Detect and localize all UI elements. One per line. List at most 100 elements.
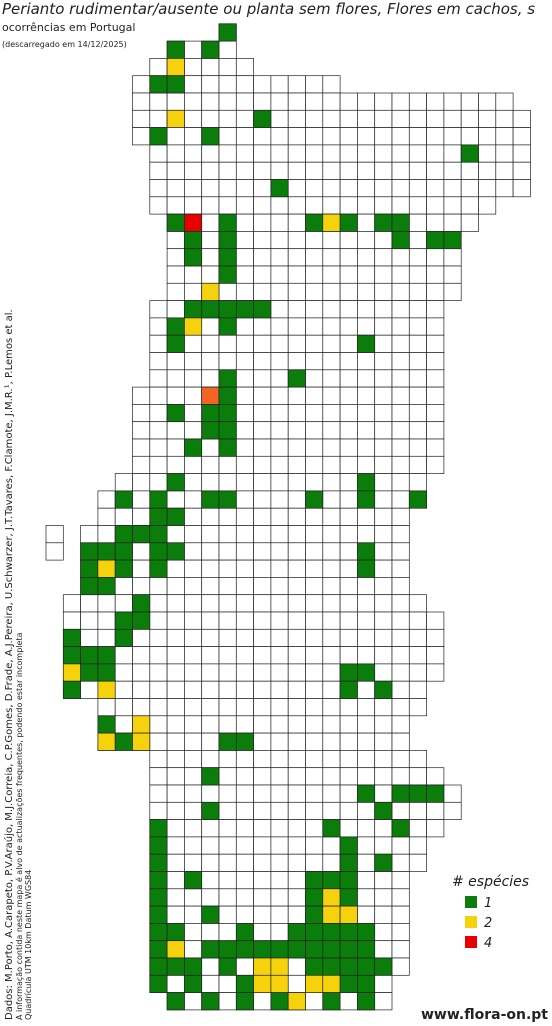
grid-cell bbox=[149, 750, 168, 769]
occurrence-cell bbox=[166, 923, 185, 942]
grid-cell bbox=[357, 369, 376, 388]
grid-cell bbox=[408, 317, 427, 336]
grid-cell bbox=[305, 680, 324, 699]
grid-cell bbox=[374, 836, 393, 855]
occurrence-cell bbox=[184, 871, 203, 890]
grid-cell bbox=[253, 490, 272, 509]
grid-cell bbox=[218, 525, 237, 544]
grid-cell bbox=[408, 179, 427, 198]
grid-cell bbox=[201, 507, 220, 526]
grid-cell bbox=[426, 767, 445, 786]
grid-cell bbox=[408, 750, 427, 769]
grid-cell bbox=[391, 144, 410, 163]
grid-cell bbox=[270, 750, 289, 769]
grid-cell bbox=[374, 92, 393, 111]
grid-cell bbox=[478, 127, 497, 146]
site-link[interactable]: www.flora-on.pt bbox=[421, 1007, 548, 1023]
grid-cell bbox=[235, 507, 254, 526]
occurrence-cell bbox=[62, 680, 81, 699]
occurrence-cell bbox=[305, 923, 324, 942]
grid-cell bbox=[184, 161, 203, 180]
occurrence-cell bbox=[339, 888, 358, 907]
grid-cell bbox=[184, 421, 203, 440]
grid-cell bbox=[166, 231, 185, 250]
grid-cell bbox=[201, 646, 220, 665]
grid-cell bbox=[201, 611, 220, 630]
grid-cell bbox=[253, 888, 272, 907]
grid-cell bbox=[391, 438, 410, 457]
occurrence-cell bbox=[80, 559, 99, 578]
grid-cell bbox=[287, 732, 306, 751]
occurrence-cell bbox=[322, 974, 341, 993]
occurrence-cell bbox=[201, 490, 220, 509]
grid-cell bbox=[408, 819, 427, 838]
grid-cell bbox=[184, 58, 203, 77]
grid-cell bbox=[374, 317, 393, 336]
grid-cell bbox=[408, 421, 427, 440]
grid-cell bbox=[149, 144, 168, 163]
grid-cell bbox=[253, 455, 272, 474]
grid-cell bbox=[357, 750, 376, 769]
grid-cell bbox=[478, 161, 497, 180]
grid-cell bbox=[184, 801, 203, 820]
grid-cell bbox=[201, 231, 220, 250]
occurrence-cell bbox=[408, 490, 427, 509]
grid-cell bbox=[149, 473, 168, 492]
grid-cell bbox=[374, 455, 393, 474]
grid-cell bbox=[166, 282, 185, 301]
grid-cell bbox=[339, 404, 358, 423]
grid-cell bbox=[357, 179, 376, 198]
grid-cell bbox=[218, 853, 237, 872]
occurrence-cell bbox=[218, 213, 237, 232]
occurrence-cell bbox=[322, 940, 341, 959]
grid-cell bbox=[166, 525, 185, 544]
grid-cell bbox=[270, 594, 289, 613]
grid-cell bbox=[270, 473, 289, 492]
occurrence-cell bbox=[408, 784, 427, 803]
grid-cell bbox=[322, 404, 341, 423]
occurrence-cell bbox=[218, 490, 237, 509]
occurrence-cell bbox=[235, 974, 254, 993]
grid-cell bbox=[391, 905, 410, 924]
grid-cell bbox=[270, 680, 289, 699]
grid-cell bbox=[253, 923, 272, 942]
grid-cell bbox=[114, 698, 133, 717]
grid-cell bbox=[184, 404, 203, 423]
grid-cell bbox=[184, 923, 203, 942]
grid-cell bbox=[97, 490, 116, 509]
grid-cell bbox=[253, 559, 272, 578]
occurrence-cell bbox=[460, 144, 479, 163]
grid-cell bbox=[201, 542, 220, 561]
grid-cell bbox=[305, 144, 324, 163]
grid-cell bbox=[357, 628, 376, 647]
title: Perianto rudimentar/ausente ou planta se… bbox=[2, 0, 535, 18]
grid-cell bbox=[374, 750, 393, 769]
grid-cell bbox=[374, 542, 393, 561]
grid-cell bbox=[253, 767, 272, 786]
grid-cell bbox=[80, 611, 99, 630]
grid-cell bbox=[443, 248, 462, 267]
grid-cell bbox=[253, 334, 272, 353]
grid-cell bbox=[374, 663, 393, 682]
grid-cell bbox=[166, 127, 185, 146]
occurrence-cell bbox=[166, 109, 185, 128]
grid-cell bbox=[235, 109, 254, 128]
utm-grid bbox=[45, 23, 531, 1011]
grid-cell bbox=[149, 58, 168, 77]
grid-cell bbox=[374, 871, 393, 890]
grid-cell bbox=[149, 109, 168, 128]
grid-cell bbox=[374, 352, 393, 371]
occurrence-cell bbox=[357, 957, 376, 976]
grid-cell bbox=[305, 179, 324, 198]
grid-cell bbox=[287, 628, 306, 647]
grid-cell bbox=[166, 853, 185, 872]
occurrence-cell bbox=[253, 957, 272, 976]
grid-cell bbox=[322, 680, 341, 699]
grid-cell bbox=[184, 732, 203, 751]
grid-cell bbox=[235, 698, 254, 717]
grid-cell bbox=[235, 871, 254, 890]
grid-cell bbox=[391, 127, 410, 146]
grid-cell bbox=[184, 905, 203, 924]
grid-cell bbox=[287, 161, 306, 180]
grid-cell bbox=[253, 611, 272, 630]
